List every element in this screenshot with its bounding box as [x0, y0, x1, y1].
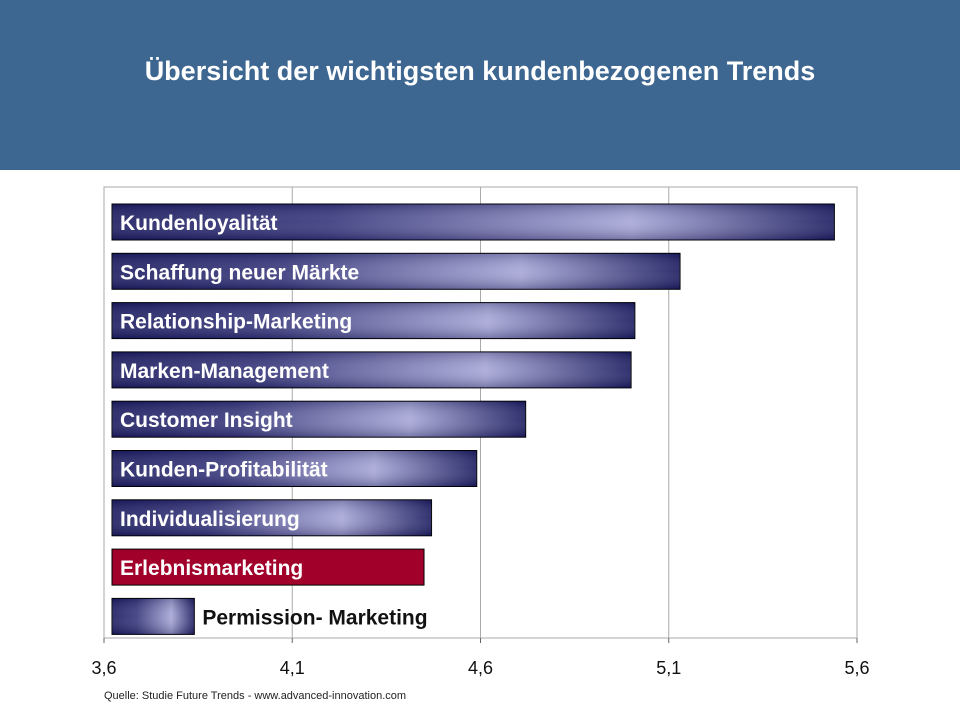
bar-shading: [112, 598, 195, 635]
bar-shading: [112, 351, 632, 388]
x-tick-label: 4,6: [468, 658, 493, 678]
bar-group: Kunden-Profitabilität: [111, 450, 478, 487]
bar-group: Permission- Marketing: [111, 597, 428, 635]
bar-label: Marken-Management: [120, 360, 329, 383]
bar-group: Individualisierung: [111, 499, 433, 537]
page-title: Übersicht der wichtigsten kundenbezogene…: [144, 56, 816, 86]
bar-label: Erlebnismarketing: [120, 557, 303, 580]
source-note: Quelle: Studie Future Trends - www.advan…: [104, 690, 407, 702]
bar-group: Marken-Management: [111, 351, 632, 389]
bar-shading: [112, 302, 635, 339]
bar-group: Relationship-Marketing: [111, 302, 636, 340]
bar-label: Permission- Marketing: [202, 606, 427, 629]
bar-group: Erlebnismarketing: [111, 548, 425, 586]
x-tick-label: 5,1: [656, 658, 681, 678]
bar-shading: [112, 204, 835, 240]
bar-label: Relationship-Marketing: [120, 311, 352, 334]
bar-shading: [112, 499, 432, 536]
x-tick-label: 4,1: [280, 658, 305, 678]
bar-label: Schaffung neuer Märkte: [120, 261, 359, 284]
bar-label: Customer Insight: [120, 409, 293, 432]
header-banner: [0, 0, 960, 170]
bar-shading: [112, 401, 526, 438]
bar: [111, 548, 425, 586]
x-tick-label: 3,6: [91, 658, 116, 678]
bar-group: Kundenloyalität: [111, 203, 835, 241]
bar-label: Individualisierung: [120, 508, 300, 531]
bar-label: Kundenloyalität: [120, 212, 278, 235]
bar-group: Schaffung neuer Märkte: [111, 252, 681, 290]
x-tick-label: 5,6: [844, 658, 869, 678]
bar-group: Customer Insight: [111, 400, 527, 438]
bar-shading: [112, 450, 477, 487]
bar-label: Kunden-Profitabilität: [120, 459, 328, 482]
bar-shading: [112, 253, 681, 290]
